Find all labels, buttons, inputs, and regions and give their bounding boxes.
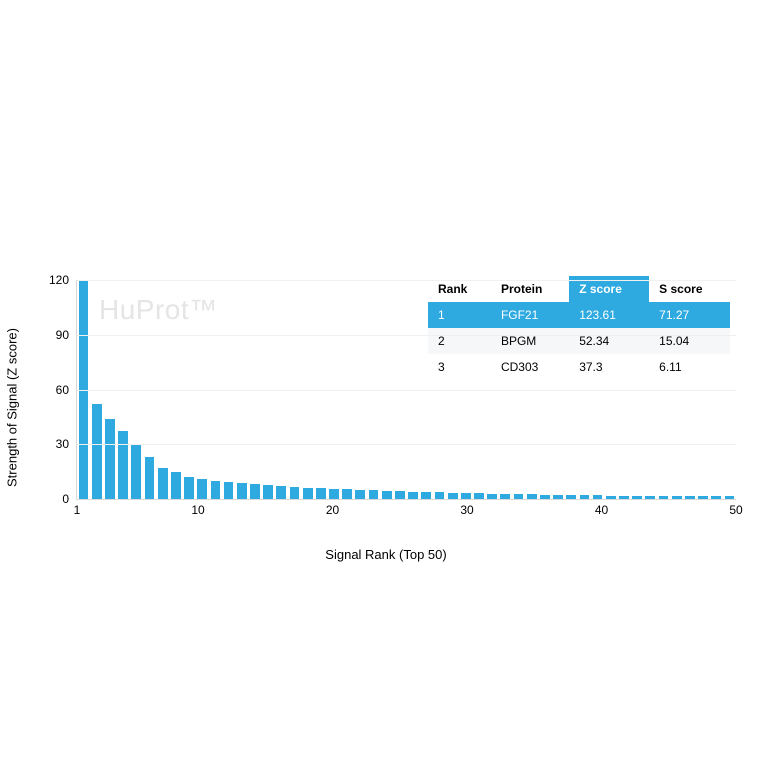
x-tick: 50 [729,503,742,517]
table-cell: 123.61 [569,302,649,328]
rank-table: RankProteinZ scoreS score 1FGF21123.6171… [428,276,730,380]
bar [118,431,128,499]
bar [527,494,537,499]
table-cell: BPGM [491,328,569,354]
bar [593,495,603,499]
bar [171,472,181,499]
y-axis-label: Strength of Signal (Z score) [5,328,20,487]
x-tick: 30 [460,503,473,517]
bar [369,490,379,499]
bar [263,485,273,499]
signal-rank-chart: Strength of Signal (Z score) Signal Rank… [36,280,736,520]
bar [342,489,352,499]
bar [725,496,735,499]
bar [303,488,313,499]
bar [435,492,445,499]
table-row: 1FGF21123.6171.27 [428,302,730,328]
table-cell: 15.04 [649,328,730,354]
bar [105,419,115,499]
bar [158,468,168,499]
bar [131,444,141,499]
bar [632,496,642,499]
bar [474,493,484,499]
bar [461,493,471,499]
bar [145,457,155,499]
bar [540,495,550,499]
table-row: 2BPGM52.3415.04 [428,328,730,354]
table-cell: CD303 [491,354,569,380]
bar [92,404,102,499]
bar [250,484,260,499]
bar [382,491,392,499]
bar [553,495,563,499]
bar [514,494,524,499]
plot-area: HuProt™ RankProteinZ scoreS score 1FGF21… [76,280,736,500]
x-tick: 10 [191,503,204,517]
bar [500,494,510,499]
bar [487,494,497,499]
bar [329,489,339,499]
bar [685,496,695,499]
table-cell: 6.11 [649,354,730,380]
bar [395,491,405,499]
bar [448,493,458,499]
bar [290,487,300,499]
table-row: 3CD30337.36.11 [428,354,730,380]
bar [421,492,431,499]
y-tick: 120 [49,273,69,287]
bar [580,495,590,499]
table-cell: 1 [428,302,491,328]
bar [659,496,669,499]
bar [698,496,708,499]
bar [237,483,247,499]
table-cell: 52.34 [569,328,649,354]
table-cell: 71.27 [649,302,730,328]
x-tick: 40 [595,503,608,517]
bar [619,496,629,499]
y-tick: 60 [56,383,69,397]
table-cell: 3 [428,354,491,380]
bar [276,486,286,499]
bar [606,496,616,499]
bar [672,496,682,499]
bar [211,481,221,499]
bar [566,495,576,499]
bar [224,482,234,499]
x-tick: 1 [74,503,81,517]
table-cell: FGF21 [491,302,569,328]
x-tick: 20 [326,503,339,517]
y-tick: 30 [56,437,69,451]
bar [355,490,365,499]
bar [645,496,655,499]
bar [316,488,326,499]
y-tick: 90 [56,328,69,342]
bar [711,496,721,499]
bar [197,479,207,499]
bar [408,492,418,499]
y-tick: 0 [62,492,69,506]
bar [184,477,194,499]
table-cell: 2 [428,328,491,354]
table-cell: 37.3 [569,354,649,380]
x-axis-label: Signal Rank (Top 50) [36,547,736,562]
